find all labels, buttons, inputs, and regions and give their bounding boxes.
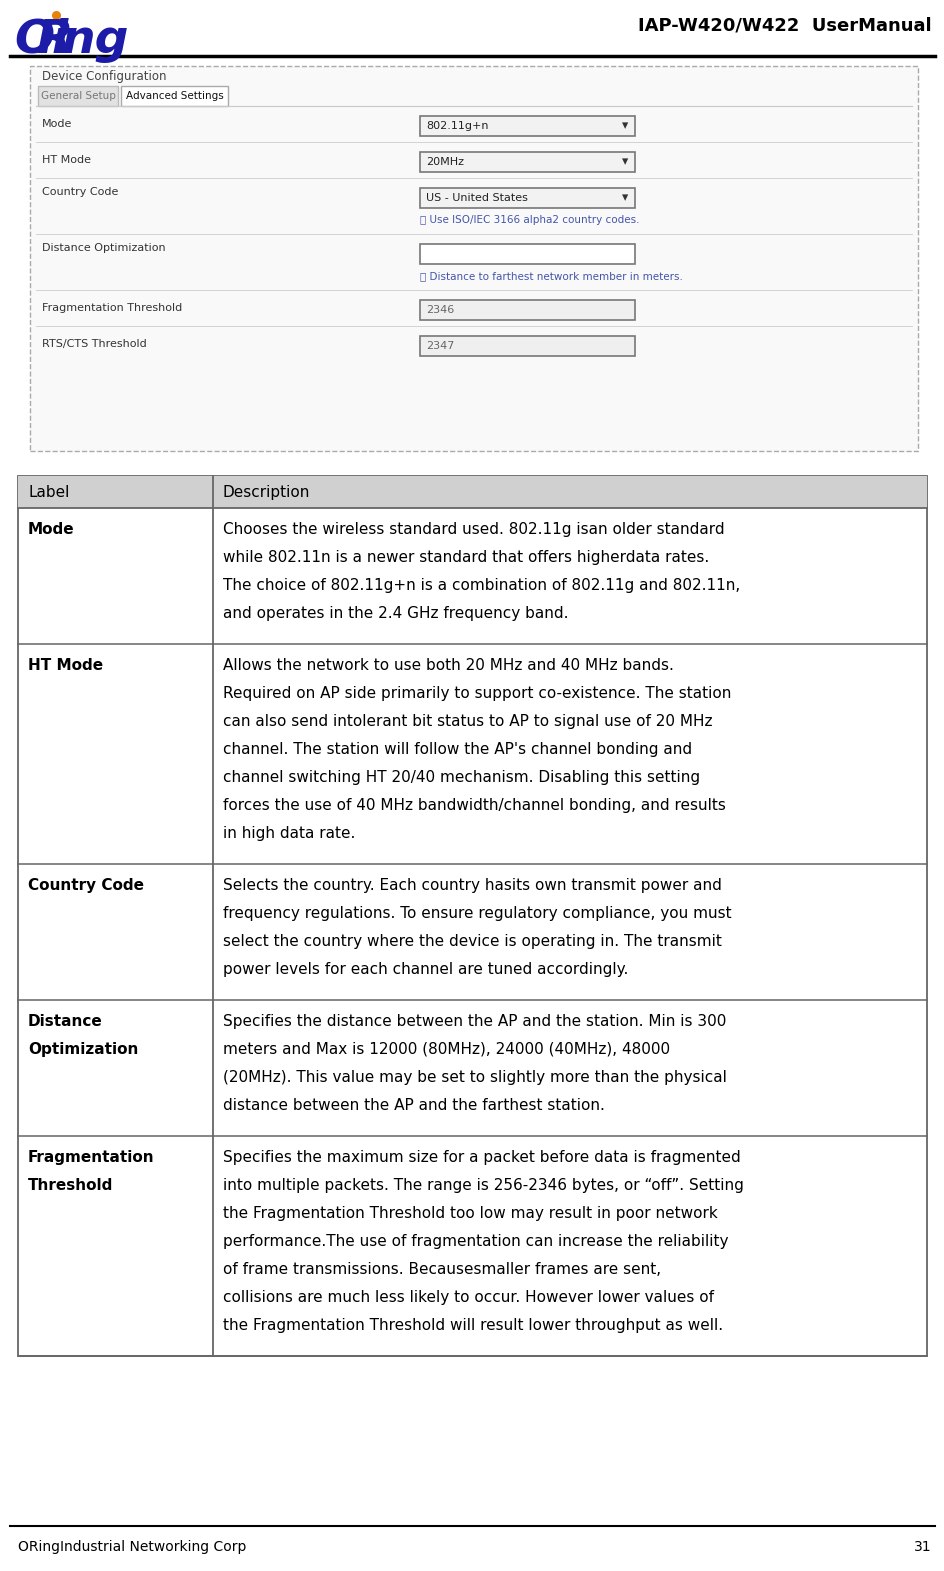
- Text: Specifies the maximum size for a packet before data is fragmented: Specifies the maximum size for a packet …: [223, 1150, 740, 1166]
- Text: ▾: ▾: [621, 119, 628, 132]
- Text: 20MHz: 20MHz: [426, 157, 464, 167]
- Text: (20MHz). This value may be set to slightly more than the physical: (20MHz). This value may be set to slight…: [223, 1070, 726, 1086]
- Text: while 802.11n is a newer standard that offers higherdata rates.: while 802.11n is a newer standard that o…: [223, 550, 709, 566]
- Text: Optimization: Optimization: [28, 1042, 138, 1057]
- Text: the Fragmentation Threshold will result lower throughput as well.: the Fragmentation Threshold will result …: [223, 1318, 722, 1334]
- Bar: [38, 86, 118, 105]
- Text: 31: 31: [914, 1540, 931, 1554]
- Text: Device Configuration: Device Configuration: [42, 71, 166, 83]
- Bar: [419, 336, 634, 357]
- Text: R: R: [37, 17, 74, 63]
- Bar: [18, 476, 926, 1356]
- Text: channel switching HT 20/40 mechanism. Disabling this setting: channel switching HT 20/40 mechanism. Di…: [223, 770, 700, 786]
- Text: ⓘ Distance to farthest network member in meters.: ⓘ Distance to farthest network member in…: [419, 272, 683, 281]
- Text: can also send intolerant bit status to AP to signal use of 20 MHz: can also send intolerant bit status to A…: [223, 713, 712, 729]
- Text: Selects the country. Each country hasits own transmit power and: Selects the country. Each country hasits…: [223, 878, 721, 892]
- Text: RTS/CTS Threshold: RTS/CTS Threshold: [42, 339, 146, 349]
- Text: Required on AP side primarily to support co-existence. The station: Required on AP side primarily to support…: [223, 687, 731, 701]
- Bar: [419, 189, 634, 207]
- Text: ⓘ Use ISO/IEC 3166 alpha2 country codes.: ⓘ Use ISO/IEC 3166 alpha2 country codes.: [419, 215, 639, 225]
- Text: Fragmentation: Fragmentation: [28, 1150, 155, 1166]
- Text: Threshold: Threshold: [28, 1178, 113, 1192]
- Text: HT Mode: HT Mode: [28, 658, 103, 672]
- Bar: [419, 244, 634, 264]
- Text: channel. The station will follow the AP's channel bonding and: channel. The station will follow the AP'…: [223, 742, 691, 757]
- Bar: [121, 86, 228, 105]
- Text: i: i: [52, 17, 68, 63]
- Text: Description: Description: [223, 484, 310, 500]
- Text: ORingIndustrial Networking Corp: ORingIndustrial Networking Corp: [18, 1540, 246, 1554]
- Text: power levels for each channel are tuned accordingly.: power levels for each channel are tuned …: [223, 961, 628, 977]
- Text: US - United States: US - United States: [426, 193, 528, 203]
- Text: collisions are much less likely to occur. However lower values of: collisions are much less likely to occur…: [223, 1290, 714, 1306]
- Text: performance.The use of fragmentation can increase the reliability: performance.The use of fragmentation can…: [223, 1233, 728, 1249]
- Text: Country Code: Country Code: [28, 878, 143, 892]
- Text: ▾: ▾: [621, 156, 628, 168]
- Text: Mode: Mode: [42, 119, 73, 129]
- Text: meters and Max is 12000 (80MHz), 24000 (40MHz), 48000: meters and Max is 12000 (80MHz), 24000 (…: [223, 1042, 669, 1057]
- Text: 802.11g+n: 802.11g+n: [426, 121, 488, 130]
- Text: distance between the AP and the farthest station.: distance between the AP and the farthest…: [223, 1098, 604, 1112]
- Text: and operates in the 2.4 GHz frequency band.: and operates in the 2.4 GHz frequency ba…: [223, 606, 568, 621]
- Text: Distance Optimization: Distance Optimization: [42, 244, 165, 253]
- Text: of frame transmissions. Becausesmaller frames are sent,: of frame transmissions. Becausesmaller f…: [223, 1262, 661, 1277]
- Text: ▾: ▾: [621, 192, 628, 204]
- Text: in high data rate.: in high data rate.: [223, 826, 355, 840]
- Text: Allows the network to use both 20 MHz and 40 MHz bands.: Allows the network to use both 20 MHz an…: [223, 658, 673, 672]
- Text: The choice of 802.11g+n is a combination of 802.11g and 802.11n,: The choice of 802.11g+n is a combination…: [223, 578, 739, 592]
- Text: frequency regulations. To ensure regulatory compliance, you must: frequency regulations. To ensure regulat…: [223, 906, 731, 921]
- Text: O: O: [14, 17, 54, 63]
- Text: 2347: 2347: [426, 341, 454, 350]
- Text: into multiple packets. The range is 256-2346 bytes, or “off”. Setting: into multiple packets. The range is 256-…: [223, 1178, 743, 1192]
- Text: IAP-W420/W422  UserManual: IAP-W420/W422 UserManual: [638, 16, 931, 35]
- Text: ng: ng: [62, 17, 129, 63]
- Bar: [419, 300, 634, 320]
- Text: forces the use of 40 MHz bandwidth/channel bonding, and results: forces the use of 40 MHz bandwidth/chann…: [223, 798, 725, 814]
- Text: Specifies the distance between the AP and the station. Min is 300: Specifies the distance between the AP an…: [223, 1013, 726, 1029]
- Text: Mode: Mode: [28, 522, 75, 537]
- Text: Chooses the wireless standard used. 802.11g isan older standard: Chooses the wireless standard used. 802.…: [223, 522, 724, 537]
- Text: Advanced Settings: Advanced Settings: [126, 91, 223, 101]
- Text: Distance: Distance: [28, 1013, 103, 1029]
- Bar: [419, 116, 634, 137]
- Text: General Setup: General Setup: [41, 91, 115, 101]
- Text: select the country where the device is operating in. The transmit: select the country where the device is o…: [223, 935, 721, 949]
- Text: Fragmentation Threshold: Fragmentation Threshold: [42, 303, 182, 313]
- Bar: [419, 152, 634, 171]
- Bar: [18, 476, 926, 507]
- Text: the Fragmentation Threshold too low may result in poor network: the Fragmentation Threshold too low may …: [223, 1207, 717, 1221]
- Text: Country Code: Country Code: [42, 187, 118, 196]
- Text: Label: Label: [28, 484, 69, 500]
- Text: 2346: 2346: [426, 305, 454, 316]
- Text: HT Mode: HT Mode: [42, 156, 91, 165]
- Bar: [30, 66, 917, 451]
